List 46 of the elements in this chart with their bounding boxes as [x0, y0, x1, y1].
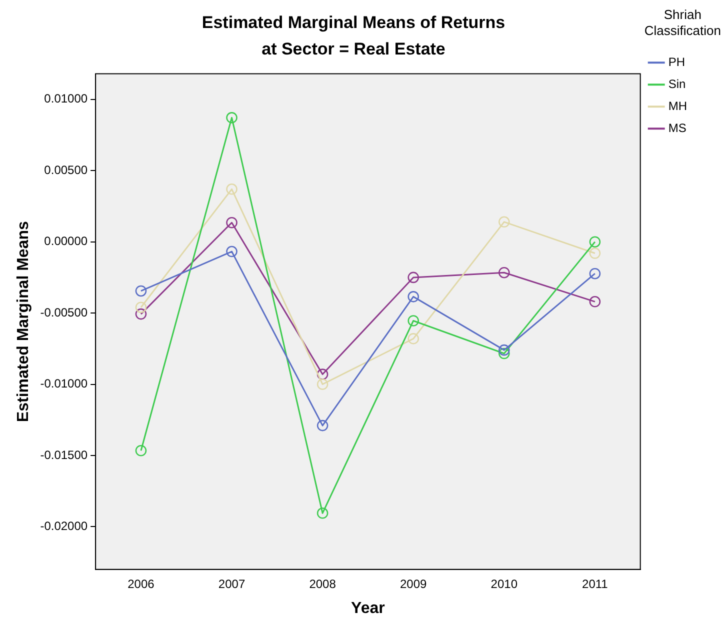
point — [498, 348, 510, 360]
legend-label: Sin — [668, 76, 686, 91]
point — [498, 344, 510, 356]
x-tick-label: 2011 — [582, 576, 608, 591]
legend-label: MS — [668, 120, 686, 135]
point — [135, 285, 147, 297]
point — [589, 248, 601, 259]
y-tick-label: -0.00500 — [40, 305, 88, 320]
x-tick-label: 2006 — [128, 576, 155, 591]
point — [498, 266, 510, 278]
y-tick-label: 0.00000 — [44, 234, 88, 248]
point — [316, 368, 328, 380]
point — [408, 272, 420, 284]
point — [498, 216, 510, 228]
point — [135, 308, 147, 320]
chart-subtitle: at Sector = Real Estate — [262, 39, 446, 58]
y-tick-label: -0.01000 — [40, 376, 88, 391]
x-tick-label: 2009 — [400, 576, 428, 591]
point — [589, 268, 601, 280]
point — [226, 112, 238, 124]
point — [135, 444, 147, 456]
point — [408, 333, 420, 344]
y-tick-label: -0.02000 — [40, 518, 88, 533]
point — [226, 246, 238, 258]
point — [316, 420, 328, 432]
y-axis-title: Estimated Marginal Means — [15, 221, 32, 422]
legend-label: MH — [668, 98, 688, 113]
x-axis-title: Year — [351, 600, 385, 617]
point — [589, 296, 601, 308]
point — [408, 315, 420, 326]
point — [135, 302, 147, 314]
x-tick-label: 2008 — [309, 576, 336, 591]
y-tick-label: 0.01000 — [44, 92, 88, 106]
point — [589, 236, 601, 248]
point — [226, 216, 238, 228]
x-tick-label: 2010 — [490, 576, 518, 591]
legend-title: Shriah Classification — [644, 7, 721, 38]
chart-title: Estimated Marginal Means of Returns — [202, 12, 506, 32]
point — [226, 184, 238, 195]
point — [316, 378, 328, 390]
point — [408, 291, 420, 302]
point — [316, 507, 328, 519]
x-tick-label: 2007 — [218, 576, 246, 591]
legend-label: PH — [668, 54, 686, 69]
y-tick-label: -0.01500 — [40, 448, 88, 462]
y-tick-label: 0.00500 — [44, 162, 88, 177]
